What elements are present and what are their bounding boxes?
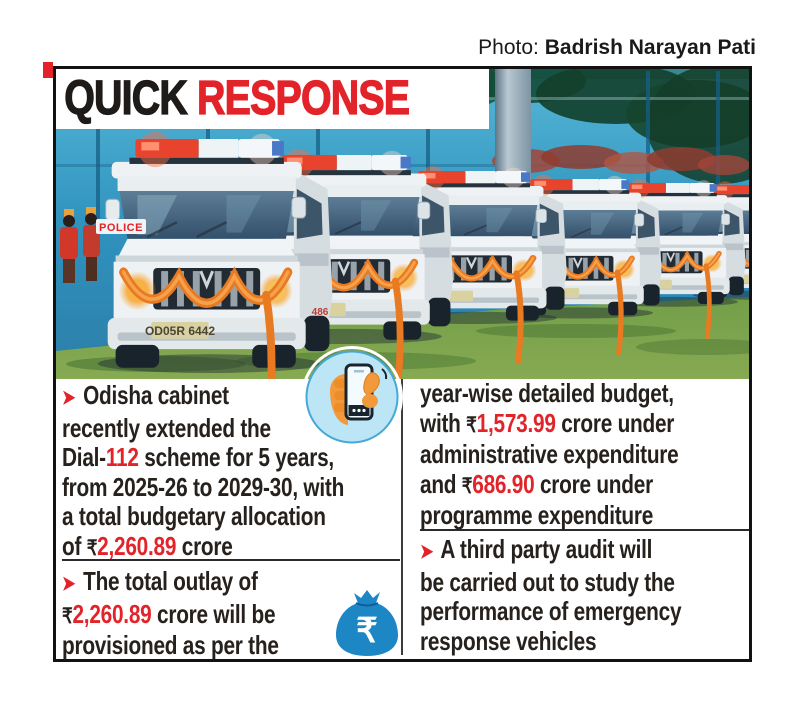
left-column-rule [62,559,400,561]
bullet-scheme-extension: ➤ Odisha cabinet recently extended the Dia… [62,380,345,561]
column-divider [401,379,403,655]
photo-credit: Photo: Badrish Narayan Pati [478,36,756,60]
photo-credit-label: Photo: [478,36,539,59]
fact-panel: ➤ Odisha cabinet recently extended the Dia… [56,378,749,660]
bullet-third-party-audit: ➤ A third party audit will be carried out… [420,534,682,656]
paragraph-budget-breakup: year-wise detailed budget, with ₹1,573.99… [420,378,679,530]
rupee-symbol: ₹ [356,612,378,650]
bullet-total-outlay: ➤ The total outlay of ₹2,260.89 crore wil… [62,566,279,660]
police-suv-1 [98,132,333,379]
ceremonial-guards [60,207,100,283]
money-bag-icon: ₹ [328,583,406,659]
title-word-quick: QUICK [64,71,189,125]
right-column-rule [420,529,749,531]
police-label: POLICE [99,222,143,234]
dial-112-phone-icon [304,349,400,445]
title-banner: QUICK RESPONSE [56,69,489,129]
license-plate-second: 486 [312,307,329,318]
infographic-board: POLICE OD05R 6442 486 QUICK RESPONSE ➤ O… [53,66,752,662]
title-word-response: RESPONSE [197,71,411,125]
license-plate-front: OD05R 6442 [145,324,215,338]
police-sign: POLICE [96,219,146,234]
page-title: QUICK RESPONSE [56,70,411,128]
photo-credit-name: Badrish Narayan Pati [544,36,756,59]
red-corner-accent [43,62,53,78]
